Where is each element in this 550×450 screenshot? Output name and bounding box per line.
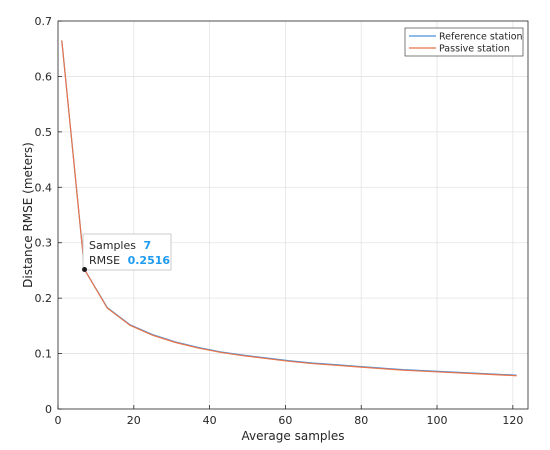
x-axis-ticks: 0 20 40 60 80 100 120 (55, 405, 523, 427)
x-tick-label-3: 60 (278, 414, 292, 427)
y-tick-label-2: 0.2 (35, 292, 53, 305)
y-tick-label-4: 0.4 (35, 181, 53, 194)
data-tip-samples-label: Samples (89, 239, 136, 252)
series-layer (61, 40, 517, 377)
legend-label-passive: Passive station (439, 44, 510, 55)
data-tip-row-rmse: RMSE 0.2516 (89, 254, 170, 267)
legend-box (404, 27, 524, 57)
y-tick-label-6: 0.6 (35, 70, 53, 83)
data-tip-rmse-label: RMSE (89, 254, 120, 267)
legend-label-reference: Reference station (439, 32, 523, 43)
y-axis-ticks: 0 0.1 0.2 0.3 0.4 0.5 0.6 0.7 (35, 15, 62, 416)
y-tick-label-3: 0.3 (35, 237, 53, 250)
y-tick-label-1: 0.1 (35, 348, 53, 361)
y-tick-label-5: 0.5 (35, 126, 53, 139)
plot-frame (57, 20, 529, 410)
y-tick-label-7: 0.7 (35, 15, 53, 28)
y-axis-label: Distance RMSE (meters) (21, 142, 35, 288)
y-tick-label-0: 0 (45, 403, 52, 416)
data-tip-marker (82, 267, 88, 273)
legend: Reference station Passive station (404, 27, 524, 57)
data-tip-box (82, 233, 172, 271)
x-tick-label-2: 40 (203, 414, 217, 427)
x-tick-label-6: 120 (502, 414, 523, 427)
data-tip-samples-value: 7 (143, 239, 151, 252)
plot-area (58, 21, 528, 409)
x-axis-label: Average samples (242, 429, 345, 443)
data-tip-rmse-value: 0.2516 (128, 254, 171, 267)
data-tip: Samples 7 RMSE 0.2516 (82, 233, 172, 273)
x-tick-label-5: 100 (427, 414, 448, 427)
series-line-1 (61, 40, 517, 377)
x-tick-label-1: 20 (127, 414, 141, 427)
data-tip-row-samples: Samples 7 (89, 239, 151, 252)
x-tick-label-0: 0 (55, 414, 62, 427)
x-tick-label-4: 80 (354, 414, 368, 427)
